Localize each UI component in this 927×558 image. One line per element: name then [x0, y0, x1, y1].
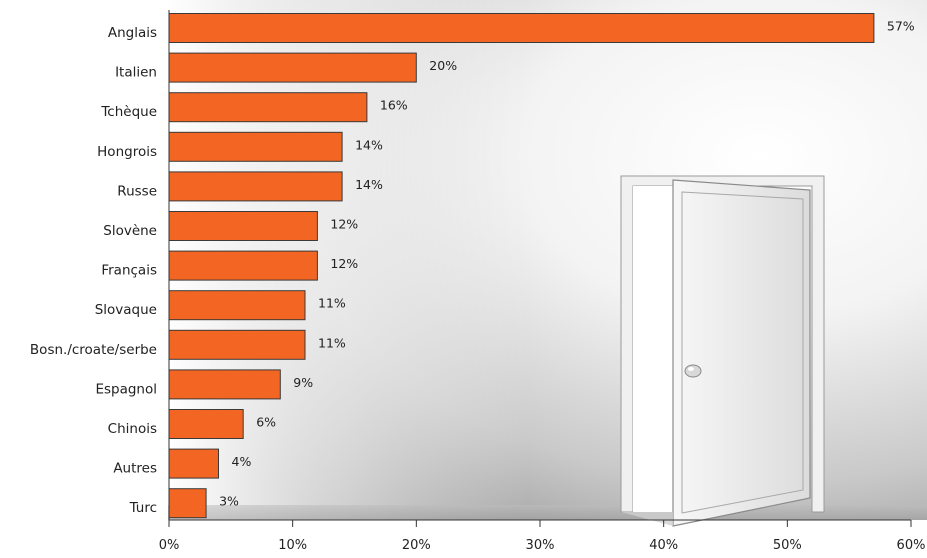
x-axis: 0% 10% 20% 30% 40% 50% 60% — [159, 10, 926, 553]
bar-fran-ais — [168, 250, 318, 281]
category-label-bosn-croate-serbe: Bosn./croate/serbe — [30, 342, 157, 358]
bar-autres — [168, 448, 219, 479]
value-label-anglais: 57% — [887, 19, 915, 34]
category-labels: 57% Anglais 20% Italien 16% Tchèque 14% Hongroi… — [30, 19, 915, 517]
category-label-autres: Autres — [113, 461, 157, 477]
bar-bosn-croate-serbe — [168, 329, 306, 360]
bar-slov-ne — [168, 211, 318, 241]
value-label-chinois: 6% — [256, 415, 276, 430]
bar-russe — [168, 171, 343, 202]
category-label-tch-que: Tchèque — [100, 104, 157, 120]
bar-tch-que — [168, 92, 368, 123]
x-tick-label: 50% — [773, 538, 802, 553]
category-label-turc: Turc — [129, 500, 157, 516]
x-tick-label: 60% — [897, 538, 926, 553]
value-label-fran-ais: 12% — [330, 256, 358, 271]
bars-layer — [168, 13, 875, 519]
category-label-slov-ne: Slovène — [103, 223, 157, 239]
category-label-chinois: Chinois — [108, 421, 157, 437]
x-tick-label: 0% — [159, 538, 180, 553]
value-label-autres: 4% — [232, 454, 252, 469]
value-label-bosn-croate-serbe: 11% — [318, 335, 346, 350]
category-label-russe: Russe — [117, 183, 157, 199]
value-label-hongrois: 14% — [355, 137, 383, 152]
bar-italien — [168, 52, 417, 83]
open-door-icon — [620, 175, 825, 527]
value-label-turc: 3% — [219, 494, 239, 509]
category-label-italien: Italien — [115, 65, 157, 81]
category-label-espagnol: Espagnol — [95, 381, 157, 397]
category-label-fran-ais: Français — [101, 263, 157, 279]
x-tick-label: 10% — [278, 538, 307, 553]
x-tick-label: 30% — [526, 538, 555, 553]
value-label-russe: 14% — [355, 177, 383, 192]
category-label-hongrois: Hongrois — [97, 144, 157, 160]
bar-chinois — [168, 409, 244, 439]
x-tick-label: 20% — [402, 538, 431, 553]
value-label-tch-que: 16% — [380, 98, 408, 113]
category-label-anglais: Anglais — [108, 25, 157, 41]
value-label-italien: 20% — [429, 58, 457, 73]
x-tick-label: 40% — [649, 538, 678, 553]
category-label-slovaque: Slovaque — [95, 302, 157, 318]
bar-turc — [168, 488, 207, 519]
value-label-espagnol: 9% — [293, 375, 313, 390]
bar-slovaque — [168, 290, 306, 321]
bar-hongrois — [168, 131, 343, 162]
bar-espagnol — [168, 369, 281, 400]
value-label-slov-ne: 12% — [330, 217, 358, 232]
value-label-slovaque: 11% — [318, 296, 346, 311]
bar-anglais — [168, 13, 875, 43]
